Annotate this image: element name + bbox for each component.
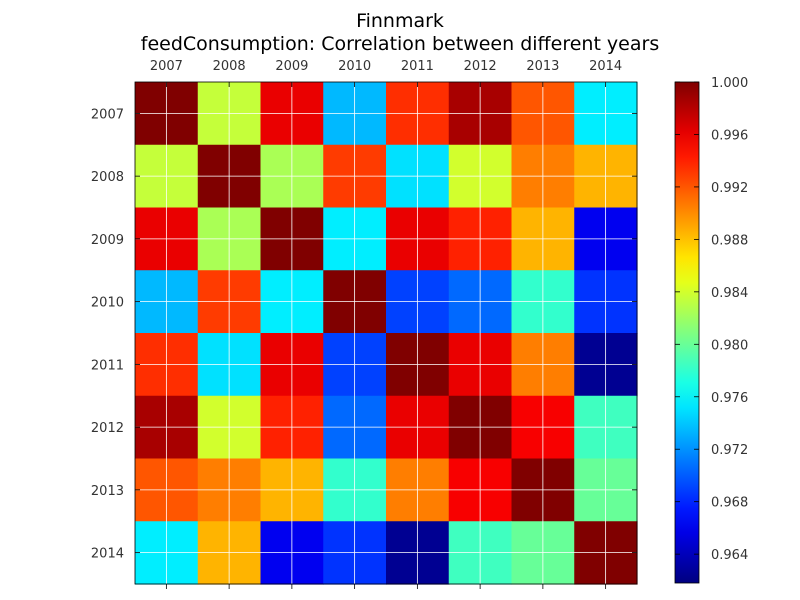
heatmap-cells (135, 82, 638, 585)
x-tick-label: 2010 (338, 59, 371, 74)
colorbar-tick-label: 0.980 (711, 338, 748, 353)
y-tick-label: 2014 (91, 547, 124, 562)
colorbar-tick-label: 1.000 (711, 76, 748, 91)
y-tick-label: 2008 (91, 170, 124, 185)
colorbar-tick-label: 0.984 (711, 286, 748, 301)
colorbar-frame (674, 81, 700, 584)
y-tick-label: 2009 (91, 233, 124, 248)
colorbar-tick-label: 0.992 (711, 181, 748, 196)
y-tick-label: 2007 (91, 107, 124, 122)
y-tick-label: 2012 (91, 421, 124, 436)
x-tick-label: 2008 (213, 59, 246, 74)
colorbar-tick-label: 0.988 (711, 233, 748, 248)
x-tick-label: 2009 (275, 59, 308, 74)
y-tick-label: 2013 (91, 484, 124, 499)
colorbar: 1.000 0.996 0.992 0.988 0.984 0.980 0.976 0.972… (674, 76, 748, 584)
x-tick-label: 2012 (464, 59, 497, 74)
x-tick-label: 2007 (150, 59, 183, 74)
x-tick-label: 2014 (589, 59, 622, 74)
colorbar-tick-label: 0.972 (711, 443, 748, 458)
axes-frame (134, 81, 638, 585)
colorbar-tick-label: 0.976 (711, 391, 748, 406)
y-tick-label: 2011 (91, 358, 124, 373)
colorbar-tick-label: 0.996 (711, 128, 748, 143)
chart-title-line-2: feedConsumption: Correlation between dif… (140, 33, 660, 55)
chart-title-line-1: Finnmark (356, 10, 444, 32)
colorbar-tick-label: 0.964 (711, 548, 748, 563)
x-tick-label: 2013 (526, 59, 559, 74)
axes: 2007 2008 2009 2010 2011 2012 2013 2014 2007 2008… (91, 59, 637, 589)
colorbar-gradient (675, 82, 699, 583)
grid-lines (135, 82, 637, 584)
colorbar-tick-label: 0.968 (711, 496, 748, 511)
y-tick-label: 2010 (91, 296, 124, 311)
x-tick-label: 2011 (401, 59, 434, 74)
